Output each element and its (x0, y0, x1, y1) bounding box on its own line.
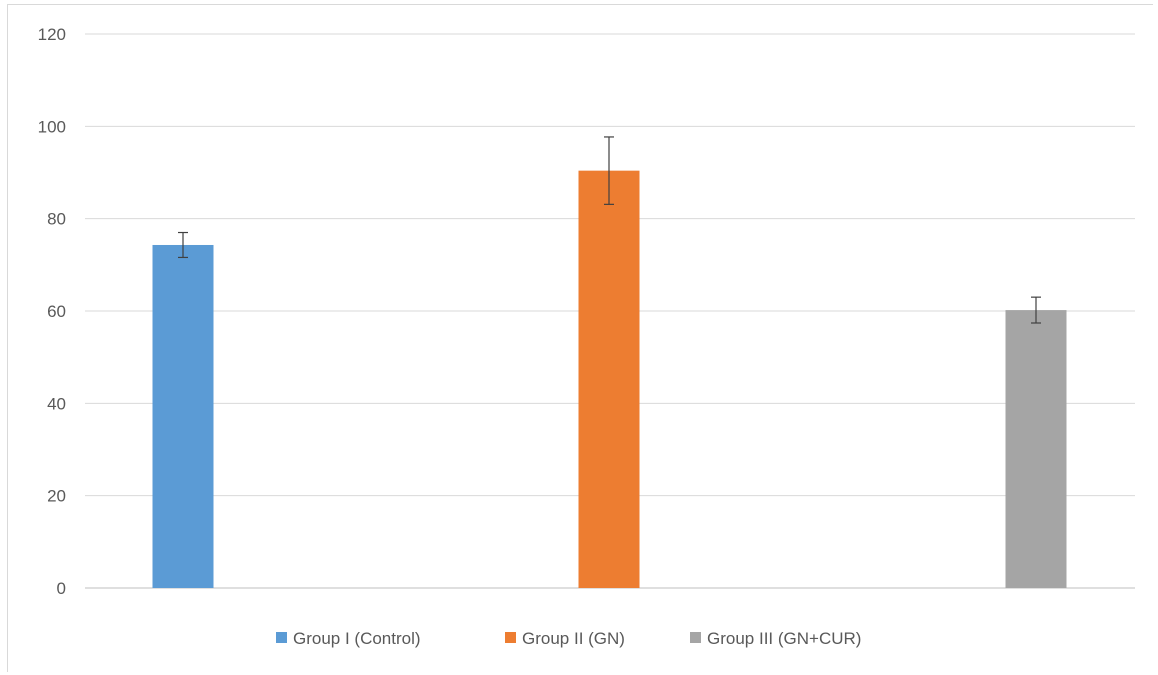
legend-label-1: Group I (Control) (293, 629, 421, 648)
y-tick-label: 40 (47, 394, 66, 413)
y-tick-label: 60 (47, 302, 66, 321)
y-tick-label: 120 (38, 25, 66, 44)
y-tick-label: 100 (38, 117, 66, 136)
bar-1 (152, 244, 214, 588)
legend-swatch-3 (690, 632, 701, 643)
y-tick-label: 20 (47, 487, 66, 506)
legend-label-2: Group II (GN) (522, 629, 625, 648)
chart-frame (7, 4, 1153, 672)
bar-2 (578, 170, 640, 589)
error-bars (178, 136, 1041, 324)
legend-swatch-1 (276, 632, 287, 643)
legend: Group I (Control) Group II (GN) Group III … (276, 629, 861, 648)
legend-label-3: Group III (GN+CUR) (707, 629, 861, 648)
bars (152, 170, 1067, 589)
y-tick-label: 0 (57, 579, 66, 598)
bar-3 (1005, 310, 1067, 588)
y-tick-label: 80 (47, 210, 66, 229)
y-axis-tick-labels: 0 20 40 60 80 100 120 (38, 25, 66, 598)
legend-swatch-2 (505, 632, 516, 643)
